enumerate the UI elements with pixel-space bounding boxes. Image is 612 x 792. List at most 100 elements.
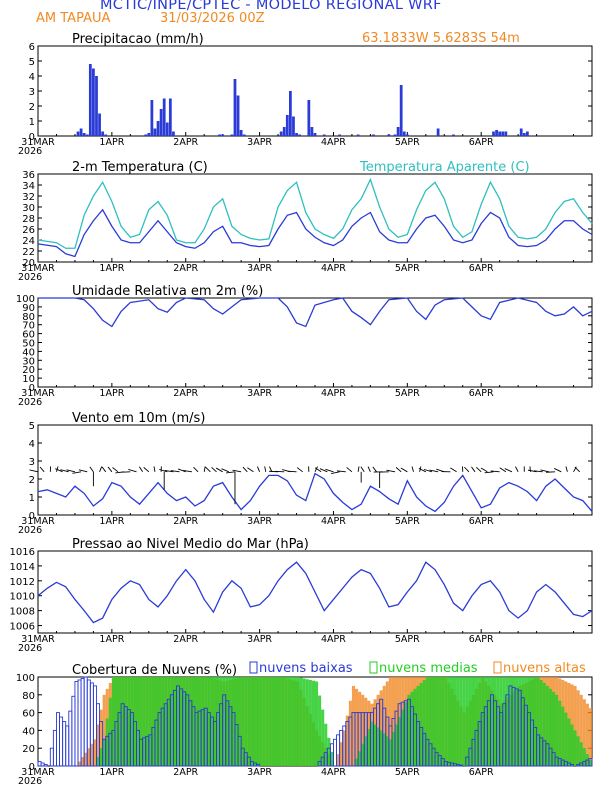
- cloud-bar-mid: [241, 677, 245, 766]
- precip-bar: [172, 131, 175, 136]
- precip-bar: [399, 85, 403, 136]
- wind-arrow: [331, 471, 340, 475]
- wind-arrow: [143, 467, 150, 473]
- cloud-bar-mid: [164, 677, 168, 766]
- cloud-bar-mid: [558, 700, 562, 766]
- cloud-bar-mid: [274, 677, 279, 766]
- cloud-bar-mid: [151, 677, 155, 766]
- x-tick-label: 5APR: [395, 137, 420, 148]
- wind-arrow: [504, 468, 513, 473]
- y-tick-label: 20: [22, 744, 35, 755]
- wind-arrow: [269, 466, 273, 472]
- y-tick-label: 0: [29, 762, 35, 773]
- legend-label: nuvens medias: [379, 661, 478, 676]
- cloud-bar-mid: [385, 736, 389, 766]
- cloud-bar-mid: [219, 677, 223, 766]
- cloud-bar-mid: [471, 677, 476, 766]
- wind-arrow: [527, 469, 537, 473]
- cloud-bar-mid: [530, 677, 534, 766]
- wind-arrow: [211, 466, 217, 473]
- y-tick-label: 40: [22, 726, 35, 737]
- wind-arrow: [471, 466, 476, 473]
- cloud-bar-mid: [459, 677, 463, 766]
- cloud-bar-low: [71, 695, 76, 767]
- cloud-bar-high: [361, 694, 365, 766]
- precip-bar: [82, 133, 86, 136]
- cloud-bar-high: [93, 739, 97, 766]
- x-tick-label: 31MAR: [21, 388, 55, 399]
- cloud-bar-mid: [490, 677, 494, 766]
- panel-title: Pressao ao Nivel Medio do Mar (hPa): [72, 537, 309, 552]
- x-tick-label: 6APR: [469, 388, 494, 399]
- cloud-bar-mid: [588, 760, 592, 766]
- cloud-bar-mid: [315, 681, 319, 766]
- cloud-bar-mid: [281, 677, 285, 766]
- precip-bar: [98, 113, 101, 136]
- precip-bar: [525, 131, 529, 136]
- year-label: 2026: [18, 272, 42, 283]
- cloud-bar-mid: [561, 706, 565, 766]
- cloud-bar-mid: [201, 677, 205, 766]
- precip-bar: [221, 134, 225, 136]
- cloud-bar-mid: [441, 677, 445, 766]
- cloud-bar-high: [573, 685, 577, 766]
- y-tick-label: 28: [22, 214, 35, 225]
- cloud-bar-mid: [204, 677, 208, 766]
- wind-arrow: [325, 468, 334, 473]
- panel-wind: 0 1 2 3 4 5 31MAR 1APR 2APR 3APR 4APR 5APR 6APR 2026 V…: [18, 411, 593, 536]
- cloud-bar-low: [62, 721, 67, 767]
- cloud-bar-mid: [555, 694, 559, 766]
- cloud-bar-mid: [493, 677, 497, 766]
- cloud-bar-mid: [435, 677, 439, 766]
- cloud-bar-mid: [182, 677, 186, 766]
- cloud-bar-mid: [416, 685, 420, 766]
- cloud-bar-mid: [324, 723, 328, 766]
- cloud-bar-mid: [373, 724, 377, 766]
- cloud-bar-mid: [382, 733, 386, 766]
- cloud-bar-high: [364, 697, 368, 766]
- precip-bar: [436, 128, 440, 136]
- cloud-bar-mid: [253, 677, 257, 766]
- wind-arrow: [164, 470, 174, 473]
- cloud-bar-mid: [96, 757, 100, 766]
- year-label: 2026: [18, 643, 42, 654]
- wind-arrow: [78, 469, 88, 473]
- cloud-bar-mid: [111, 677, 115, 766]
- x-tick-label: 6APR: [469, 516, 494, 527]
- y-tick-label: 0: [29, 511, 35, 522]
- wind-arrow: [346, 467, 353, 473]
- cloud-bar-mid: [170, 677, 174, 766]
- cloud-bar-mid: [358, 751, 362, 766]
- x-tick-label: 1APR: [99, 767, 124, 778]
- cloud-bar-low: [77, 679, 82, 767]
- cloud-bar-mid: [228, 677, 232, 766]
- cloud-bar-high: [576, 690, 580, 766]
- cloud-bar-mid: [487, 677, 491, 766]
- cloud-bar-mid: [188, 677, 192, 766]
- x-tick-label: 2APR: [173, 634, 198, 645]
- cloud-bar-mid: [388, 739, 392, 766]
- cloud-bar-mid: [194, 677, 199, 766]
- wind-arrow: [418, 467, 426, 473]
- cloud-bar-mid: [284, 677, 288, 766]
- wind-arrow: [400, 467, 408, 473]
- cloud-bar-mid: [545, 685, 549, 766]
- wind-arrow: [170, 470, 180, 473]
- cloud-bar-mid: [330, 751, 334, 766]
- cloud-bar-high: [388, 677, 392, 766]
- panel-frame: [37, 45, 593, 137]
- precip-bar: [495, 130, 498, 136]
- x-tick-label: 1APR: [99, 137, 124, 148]
- x-tick-label: 31MAR: [21, 634, 55, 645]
- y-tick-label: 30: [22, 356, 35, 367]
- wind-arrow: [357, 466, 360, 472]
- y-tick-label: 36: [22, 170, 35, 181]
- wind-arrow: [247, 467, 254, 473]
- pressure-line: [37, 561, 593, 624]
- y-tick-label: 30: [22, 203, 35, 214]
- precip-bar: [76, 131, 80, 136]
- cloud-bar-mid: [468, 677, 472, 766]
- cloud-bar-mid: [296, 677, 300, 766]
